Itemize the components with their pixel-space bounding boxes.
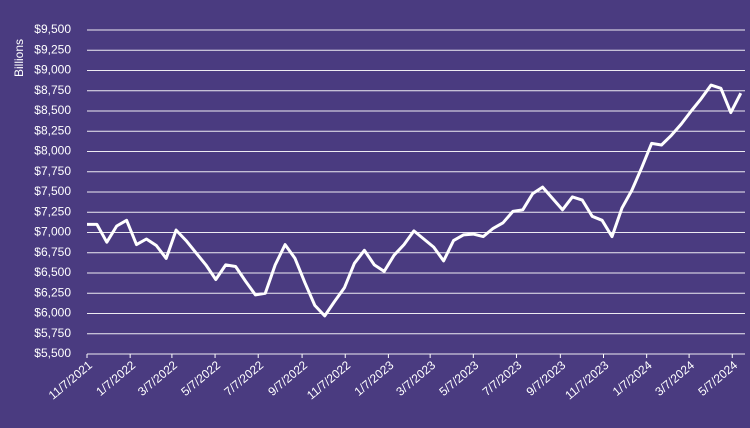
y-tick-label: $7,500 (34, 184, 71, 198)
y-tick-label: $8,750 (34, 83, 71, 97)
y-tick-label: $6,000 (34, 306, 71, 320)
y-tick-label: $7,250 (34, 204, 71, 218)
y-tick-label: $8,000 (34, 144, 71, 158)
y-tick-label: $8,250 (34, 123, 71, 137)
y-tick-label: $9,500 (34, 22, 71, 36)
y-tick-label: $6,500 (34, 265, 71, 279)
y-tick-label: $9,000 (34, 63, 71, 77)
series-line (87, 83, 743, 318)
y-tick-label: $8,500 (34, 103, 71, 117)
y-tick-label: $7,750 (34, 164, 71, 178)
y-tick-label: $5,750 (34, 326, 71, 340)
y-tick-label: $7,000 (34, 225, 71, 239)
y-tick-label: $6,250 (34, 285, 71, 299)
y-axis-label: Billions (12, 39, 26, 77)
y-tick-label: $9,250 (34, 42, 71, 56)
y-tick-label: $6,750 (34, 245, 71, 259)
y-tick-label: $5,500 (34, 346, 71, 360)
